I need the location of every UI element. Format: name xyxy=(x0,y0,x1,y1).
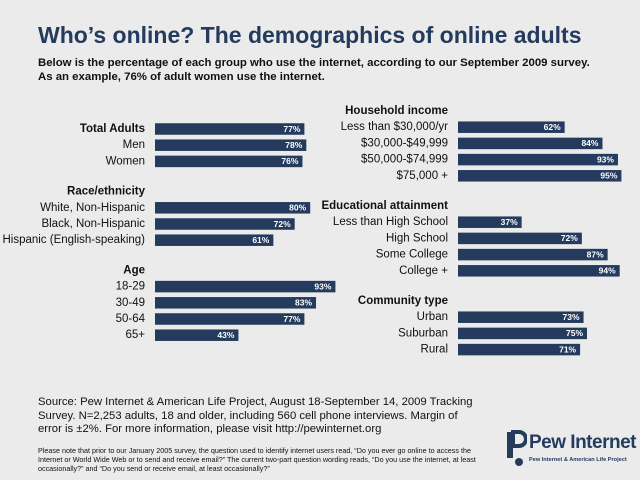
demographics-chart: Total Adults 77% Men 78% Women 76% Race/ethnic… xyxy=(2,105,622,356)
bar xyxy=(155,297,317,309)
category-label: Less than High School xyxy=(333,216,448,228)
bar xyxy=(458,137,603,150)
category-label: Women xyxy=(106,155,145,167)
group-heading: Household income xyxy=(345,105,448,117)
bar-value-label: 94% xyxy=(599,266,616,276)
pew-internet-logo: Pew Internet Pew Internet & American Lif… xyxy=(505,428,636,473)
bar xyxy=(458,170,622,182)
bar xyxy=(458,121,565,133)
logo-tagline: Pew Internet & American Life Project xyxy=(529,457,627,463)
category-label: Some College xyxy=(376,249,448,261)
bar xyxy=(458,265,620,277)
bar xyxy=(155,280,336,293)
bar xyxy=(155,329,239,341)
bar xyxy=(155,139,307,151)
category-label: 50-64 xyxy=(116,313,146,325)
category-label: College + xyxy=(399,265,448,277)
category-label: $75,000 + xyxy=(397,170,449,182)
category-label: Rural xyxy=(421,344,448,356)
bar-value-label: 72% xyxy=(561,233,578,243)
category-label: 65+ xyxy=(125,329,145,341)
bar xyxy=(458,216,522,228)
source-note: Source: Pew Internet & American Life Pro… xyxy=(38,396,473,436)
category-label: 30-49 xyxy=(116,297,145,309)
bar-value-label: 77% xyxy=(283,124,300,134)
bar xyxy=(458,232,582,245)
bar-value-label: 37% xyxy=(501,217,518,227)
bar xyxy=(155,234,274,246)
bar-value-label: 73% xyxy=(563,312,580,322)
bar-value-label: 83% xyxy=(295,298,312,308)
bar xyxy=(155,155,303,168)
category-label: Black, Non-Hispanic xyxy=(41,218,145,230)
category-label: $30,000-$49,999 xyxy=(361,137,448,149)
category-label: High School xyxy=(386,232,448,244)
methodology-note: Please note that prior to our January 20… xyxy=(38,446,476,474)
bar xyxy=(155,123,305,135)
category-label: White, Non-Hispanic xyxy=(40,202,145,214)
bar xyxy=(458,327,587,340)
group-heading: Age xyxy=(123,264,145,276)
bar-value-label: 84% xyxy=(581,138,598,148)
bar xyxy=(155,313,305,325)
bar-value-label: 95% xyxy=(600,171,617,181)
subtitle-line-2: As an example, 76% of adult women use th… xyxy=(38,71,325,83)
bar xyxy=(155,202,311,214)
bar-value-label: 93% xyxy=(314,281,331,291)
subtitle-line-1: Below is the percentage of each group wh… xyxy=(38,57,590,69)
group-heading: Educational attainment xyxy=(321,200,448,212)
category-label: Hispanic (English-speaking) xyxy=(2,234,145,246)
bar-value-label: 78% xyxy=(285,140,302,150)
category-label: Less than $30,000/yr xyxy=(341,121,449,133)
bar-value-label: 43% xyxy=(217,330,234,340)
bar xyxy=(458,311,584,323)
page-title: Who’s online? The demographics of online… xyxy=(38,22,582,48)
bar-value-label: 61% xyxy=(252,235,269,245)
bar-value-label: 80% xyxy=(289,203,306,213)
bar-value-label: 93% xyxy=(597,154,614,164)
bar-value-label: 76% xyxy=(281,156,298,166)
category-label: Suburban xyxy=(398,327,448,339)
bar-value-label: 62% xyxy=(544,122,561,132)
bar-value-label: 71% xyxy=(559,344,576,354)
bar-value-label: 87% xyxy=(587,249,604,259)
category-label: Men xyxy=(123,139,145,151)
bar xyxy=(155,218,295,230)
group-heading: Total Adults xyxy=(80,123,145,135)
category-label: 18-29 xyxy=(116,281,145,293)
bar xyxy=(458,248,608,261)
bar-value-label: 77% xyxy=(283,314,300,324)
bar xyxy=(458,343,581,356)
category-label: $50,000-$74,999 xyxy=(361,154,448,166)
bar-value-label: 75% xyxy=(566,328,583,338)
bar-value-label: 72% xyxy=(274,219,291,229)
bar xyxy=(458,153,618,166)
category-label: Urban xyxy=(417,311,448,323)
group-heading: Community type xyxy=(358,295,448,307)
pew-logo-icon xyxy=(507,430,527,466)
group-heading: Race/ethnicity xyxy=(67,186,146,198)
logo-name: Pew Internet xyxy=(529,432,636,453)
